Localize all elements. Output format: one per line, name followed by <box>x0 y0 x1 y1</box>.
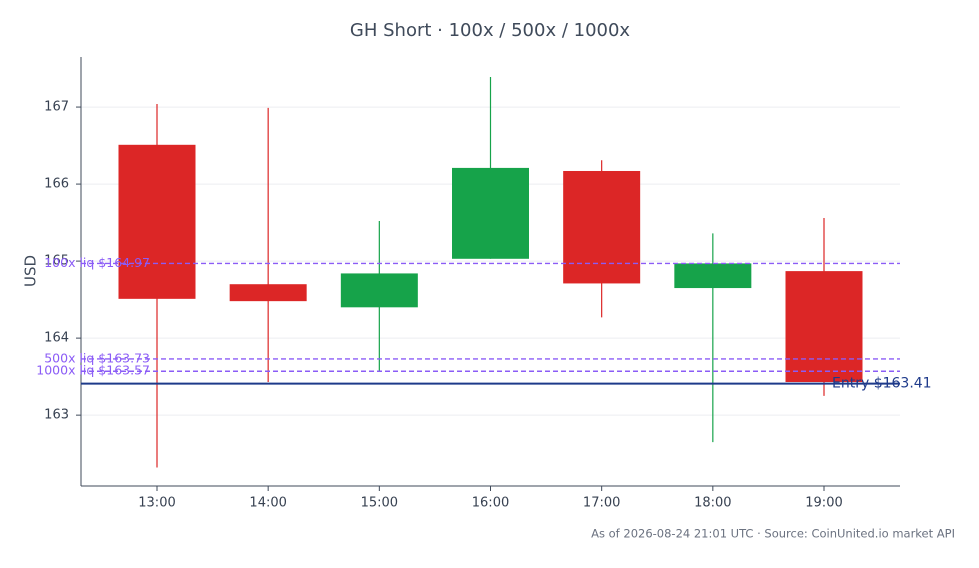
x-tick-label: 16:00 <box>472 496 509 511</box>
candle-body <box>785 271 863 383</box>
candle-body <box>118 144 196 299</box>
y-tick-label: 163 <box>44 408 69 423</box>
candle-body <box>452 167 529 259</box>
y-tick-label: 166 <box>44 177 69 192</box>
candle-body <box>674 263 752 289</box>
y-tick-label: 167 <box>44 100 69 115</box>
y-axis-label: USD <box>22 255 40 287</box>
footer: As of 2026-08-24 21:01 UTC · Source: Coi… <box>591 527 955 541</box>
candle-body <box>229 284 307 302</box>
x-tick-label: 13:00 <box>138 496 175 511</box>
candle-body <box>340 273 418 308</box>
reference-line-label: Entry $163.41 <box>832 376 932 392</box>
y-tick-label: 165 <box>44 254 69 269</box>
x-tick-label: 15:00 <box>361 496 398 511</box>
x-tick-label: 17:00 <box>583 496 620 511</box>
reference-line-label: 500x liq $163.73 <box>44 350 150 365</box>
candle-body <box>563 170 641 284</box>
y-tick-label: 164 <box>44 331 69 346</box>
reference-line-label: 100x liq $164.97 <box>44 255 150 270</box>
reference-line-label: 1000x liq $163.57 <box>36 363 150 378</box>
x-tick-label: 14:00 <box>249 496 286 511</box>
x-tick-label: 18:00 <box>694 496 731 511</box>
chart-title: GH Short · 100x / 500x / 1000x <box>350 20 631 41</box>
x-tick-label: 19:00 <box>805 496 842 511</box>
